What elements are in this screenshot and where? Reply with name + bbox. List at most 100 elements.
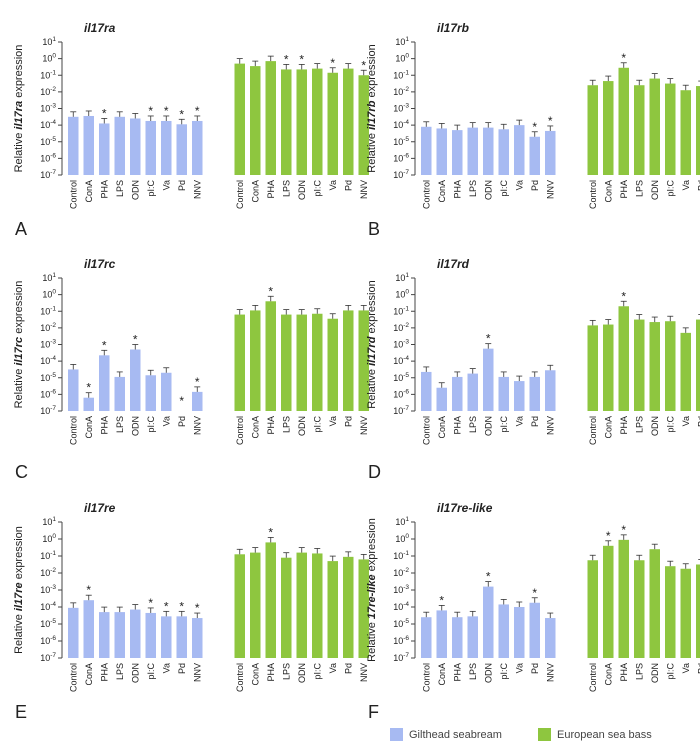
bar: [343, 310, 354, 411]
x-tick-label: pI:C: [146, 180, 156, 197]
y-tick-label: 101: [395, 516, 409, 527]
bar: [192, 618, 203, 658]
y-tick-label: 10-6: [40, 152, 56, 163]
x-tick-label: pI:C: [312, 416, 322, 433]
x-tick-label: Pd: [177, 180, 187, 191]
bar: [130, 349, 141, 411]
x-tick-label: Control: [421, 663, 431, 692]
x-tick-label: Pd: [530, 663, 540, 674]
x-tick-label: pI:C: [312, 663, 322, 680]
x-tick-label: ConA: [437, 416, 447, 439]
significance-star: *: [268, 525, 273, 539]
x-tick-label: PHA: [266, 416, 276, 435]
significance-star: *: [164, 104, 169, 118]
bar: [265, 301, 276, 411]
significance-star: *: [86, 381, 91, 395]
bar: [343, 556, 354, 658]
x-tick-label: NNV: [192, 663, 202, 682]
legend-item-seabream: Gilthead seabream: [390, 728, 502, 741]
x-tick-label: pI:C: [312, 180, 322, 197]
x-tick-label: pI:C: [499, 416, 509, 433]
panel-title: il17rd: [437, 257, 470, 271]
bar: [265, 542, 276, 658]
y-axis-label: Relative il17rb expression: [366, 44, 378, 172]
y-tick-label: 100: [395, 289, 409, 300]
bar: [312, 313, 323, 411]
y-tick-label: 10-2: [393, 86, 409, 97]
bar: [603, 81, 614, 175]
bar: [176, 616, 187, 658]
panel-C: 101 100 10-1 10-2 10-3 10-4 10-5 10-6 10-7 Relati…: [13, 257, 369, 482]
y-tick-label: 10-4: [40, 355, 56, 366]
x-tick-label: ConA: [603, 180, 613, 203]
x-tick-label: Va: [161, 180, 171, 190]
x-tick-label: ConA: [603, 663, 613, 686]
bar: [358, 559, 369, 658]
x-tick-label: Pd: [696, 416, 700, 427]
y-axis-label: Relative 17re-like expression: [366, 518, 378, 662]
bar: [343, 68, 354, 175]
y-tick-label: 10-2: [393, 567, 409, 578]
bar: [483, 586, 494, 658]
y-tick-label: 10-5: [393, 136, 409, 147]
x-tick-label: NNV: [545, 180, 555, 199]
x-tick-label: Pd: [696, 180, 700, 191]
x-tick-label: LPS: [115, 180, 125, 197]
bar: [99, 355, 110, 411]
x-tick-label: Va: [328, 663, 338, 673]
x-tick-label: PHA: [452, 180, 462, 199]
x-tick-label: ODN: [483, 180, 493, 200]
y-tick-label: 10-3: [393, 339, 409, 350]
significance-star: *: [268, 284, 273, 298]
bar: [145, 375, 156, 411]
x-tick-label: Pd: [530, 180, 540, 191]
bar: [514, 125, 525, 175]
x-tick-label: LPS: [634, 416, 644, 433]
y-tick-label: 10-7: [40, 169, 56, 180]
legend-swatch-seabass: [538, 728, 551, 741]
y-tick-label: 10-3: [40, 584, 56, 595]
bar: [421, 617, 432, 658]
bar: [358, 75, 369, 175]
y-tick-label: 10-2: [40, 322, 56, 333]
x-tick-label: PHA: [619, 180, 629, 199]
x-tick-label: ConA: [603, 416, 613, 439]
x-tick-label: Control: [235, 180, 245, 209]
y-tick-label: 10-1: [393, 305, 409, 316]
x-tick-label: LPS: [468, 180, 478, 197]
y-tick-label: 10-5: [40, 372, 56, 383]
x-tick-label: NNV: [359, 663, 369, 682]
bar: [618, 539, 629, 658]
bar: [603, 545, 614, 658]
y-tick-label: 100: [395, 533, 409, 544]
significance-star: *: [621, 289, 626, 303]
bar: [192, 120, 203, 175]
y-tick-label: 10-5: [393, 372, 409, 383]
significance-star: *: [299, 52, 304, 66]
x-tick-label: Va: [681, 416, 691, 426]
significance-star: *: [486, 332, 491, 346]
bar: [649, 549, 660, 658]
bar: [161, 120, 172, 175]
x-tick-label: ODN: [650, 663, 660, 683]
bar: [281, 557, 292, 658]
x-tick-label: pI:C: [665, 416, 675, 433]
x-tick-label: ODN: [483, 663, 493, 683]
x-tick-label: Control: [68, 416, 78, 445]
y-tick-label: 101: [42, 36, 56, 47]
x-tick-label: NNV: [545, 416, 555, 435]
bar: [665, 83, 676, 175]
bar: [250, 310, 261, 411]
bar: [296, 314, 307, 411]
bar: [529, 376, 540, 411]
x-tick-label: Va: [681, 180, 691, 190]
y-tick-label: 10-1: [40, 550, 56, 561]
bar: [483, 348, 494, 411]
x-tick-label: Va: [514, 180, 524, 190]
legend: Gilthead seabream European sea bass: [370, 728, 700, 746]
significance-star: *: [133, 332, 138, 346]
significance-star: *: [606, 529, 611, 543]
x-tick-label: ODN: [130, 416, 140, 436]
x-tick-label: Pd: [343, 180, 353, 191]
significance-star: *: [361, 58, 366, 72]
